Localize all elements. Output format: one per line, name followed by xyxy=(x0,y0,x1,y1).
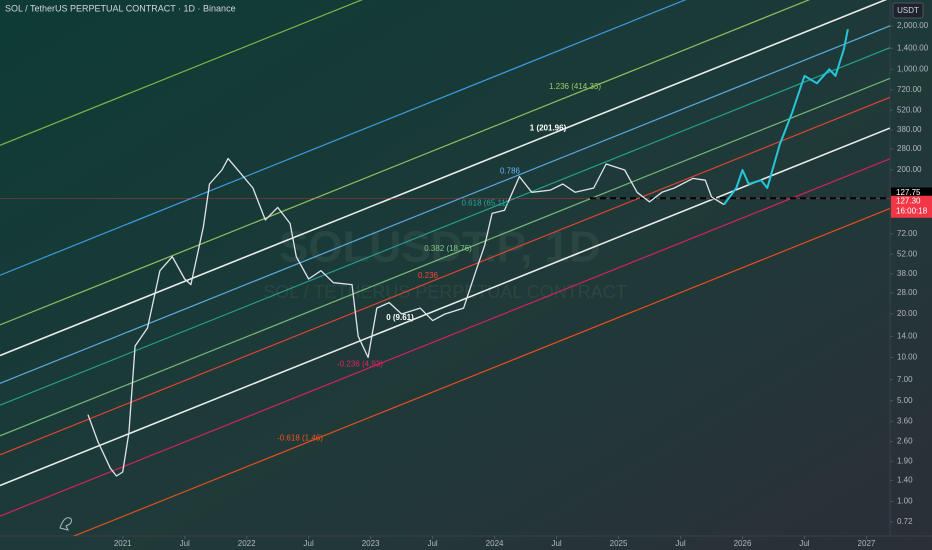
y-tick-label: 1.40 xyxy=(897,475,913,484)
countdown: 16:00:18 xyxy=(896,206,928,215)
fib-level-label: 0.382 (18.76) xyxy=(424,244,472,253)
fib-level-line xyxy=(0,127,890,487)
y-tick-label: 2,000.00 xyxy=(897,21,929,30)
y-tick-label: 52.00 xyxy=(897,249,918,258)
fib-level-label: 0.618 (65.11) xyxy=(462,198,509,207)
fib-level-line xyxy=(0,0,811,326)
x-tick-label: Jul xyxy=(675,539,685,548)
watermark: SOLUSDT.P, 1D xyxy=(279,223,601,272)
price-line xyxy=(723,29,849,206)
fib-level-line xyxy=(0,96,890,456)
x-tick-label: 2025 xyxy=(610,539,628,548)
y-tick-label: 72.00 xyxy=(897,229,918,238)
x-tick-label: Jul xyxy=(304,539,314,548)
y-tick-label: 380.00 xyxy=(897,125,922,134)
price-tag-label: 127.30 xyxy=(896,196,921,205)
x-tick-label: 2024 xyxy=(486,539,504,548)
y-tick-label: 5.00 xyxy=(897,396,913,405)
y-tick-label: 38.00 xyxy=(897,269,918,278)
fib-level-label: -0.618 (1.46) xyxy=(277,433,323,442)
x-tick-label: Jul xyxy=(551,539,561,548)
price-line xyxy=(87,157,725,477)
y-tick-label: 720.00 xyxy=(897,85,922,94)
fib-level-line xyxy=(72,207,890,536)
x-tick-label: Jul xyxy=(799,539,809,548)
price-tag xyxy=(891,187,932,199)
watermark-subtitle: SOL / TETHERUS PERPETUAL CONTRACT xyxy=(263,282,626,302)
currency-box[interactable] xyxy=(892,2,924,19)
x-tick-label: 2023 xyxy=(362,539,380,548)
plot-area xyxy=(0,0,890,536)
fib-level-label: 1 (201.96) xyxy=(530,123,567,132)
fib-level-line xyxy=(0,0,687,276)
y-tick-label: 520.00 xyxy=(897,105,922,114)
fib-level-label: 0 (9.61) xyxy=(386,313,414,322)
y-tick-label: 0.72 xyxy=(897,517,913,526)
y-tick-label: 28.00 xyxy=(897,288,918,297)
y-tick-label: 1,400.00 xyxy=(897,43,929,52)
y-tick-label: 10.00 xyxy=(897,352,918,361)
fib-level-line xyxy=(0,47,890,406)
y-tick-label: 7.00 xyxy=(897,375,913,384)
x-tick-label: 2022 xyxy=(238,539,256,548)
price-tag xyxy=(891,195,932,218)
y-tick-label: 1,000.00 xyxy=(897,64,929,73)
fib-level-line xyxy=(0,0,888,357)
currency[interactable]: USDT xyxy=(897,6,919,15)
price-tag-label: 127.75 xyxy=(896,188,921,197)
y-tick-label: 14.00 xyxy=(897,331,918,340)
logo[interactable] xyxy=(59,517,72,531)
fib-level-label: 0.786 xyxy=(500,167,521,176)
fib-level-label: 0.236 xyxy=(418,271,439,280)
y-tick-label: 2.60 xyxy=(897,437,913,446)
x-tick-label: 2027 xyxy=(858,539,876,548)
x-tick-label: 2021 xyxy=(114,539,132,548)
fib-level-label: -0.236 (4.93) xyxy=(337,360,383,369)
y-tick-label: 1.00 xyxy=(897,496,913,505)
y-tick-label: 280.00 xyxy=(897,144,922,153)
x-tick-label: Jul xyxy=(180,539,190,548)
fib-level-line xyxy=(0,77,890,437)
x-tick-label: 2026 xyxy=(734,539,752,548)
y-tick-label: 200.00 xyxy=(897,165,922,174)
fib-level-label: 1.236 (414.33) xyxy=(549,82,601,91)
y-tick-label: 20.00 xyxy=(897,309,918,318)
chart-title: SOL / TetherUS PERPETUAL CONTRACT · 1D ·… xyxy=(5,3,236,13)
fib-level-line xyxy=(0,0,363,146)
fib-level-line xyxy=(0,158,890,517)
y-tick-label: 3.60 xyxy=(897,416,913,425)
y-tick-label: 1.90 xyxy=(897,456,913,465)
x-tick-label: Jul xyxy=(427,539,437,548)
